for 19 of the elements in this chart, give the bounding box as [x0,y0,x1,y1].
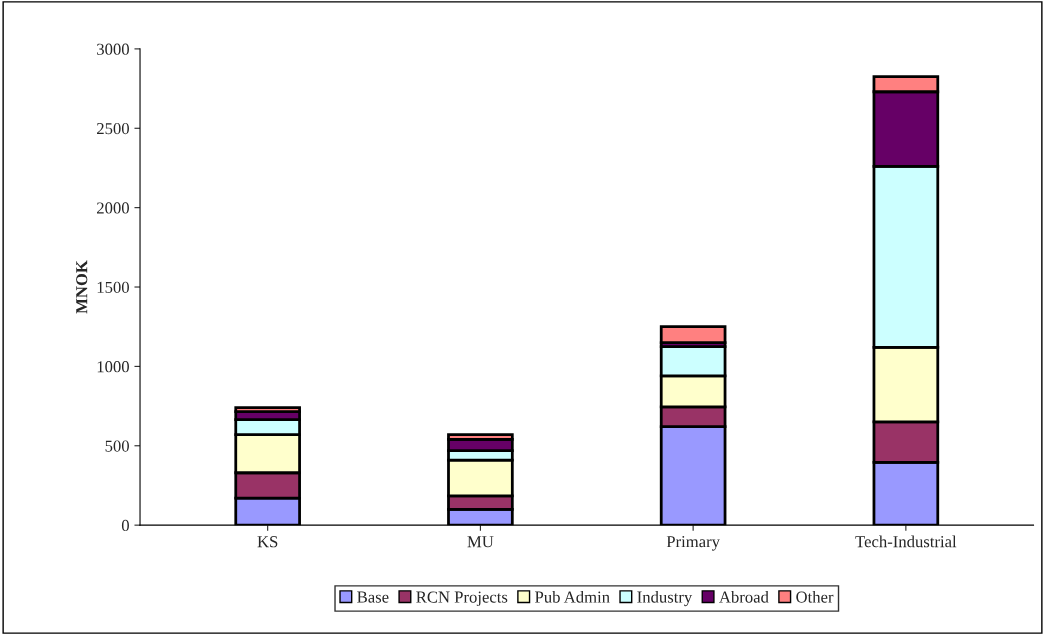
legend-label: Base [357,591,389,603]
y-tick-label: 1000 [97,361,129,373]
legend-label: Industry [637,590,693,607]
y-tick-label: 3000 [97,43,129,55]
legend-label: Other [796,590,834,603]
legend-label: RCN Projects [416,591,508,607]
x-tick-label: KS [257,536,278,548]
y-axis-title: MNOK [76,260,88,314]
legend-label: Abroad [719,590,769,603]
bar [659,325,727,344]
x-tick-label: Primary [666,536,720,551]
x-tick-label: MU [467,536,494,548]
y-tick-label: 2500 [97,122,129,135]
y-tick-label: 1500 [97,281,129,293]
y-tick-label: 2000 [97,202,129,214]
y-tick-label: 0 [121,519,129,532]
y-tick-label: 500 [105,440,129,452]
legend-label: Pub Admin [535,590,610,603]
x-tick-label: Tech-Industrial [855,535,957,548]
